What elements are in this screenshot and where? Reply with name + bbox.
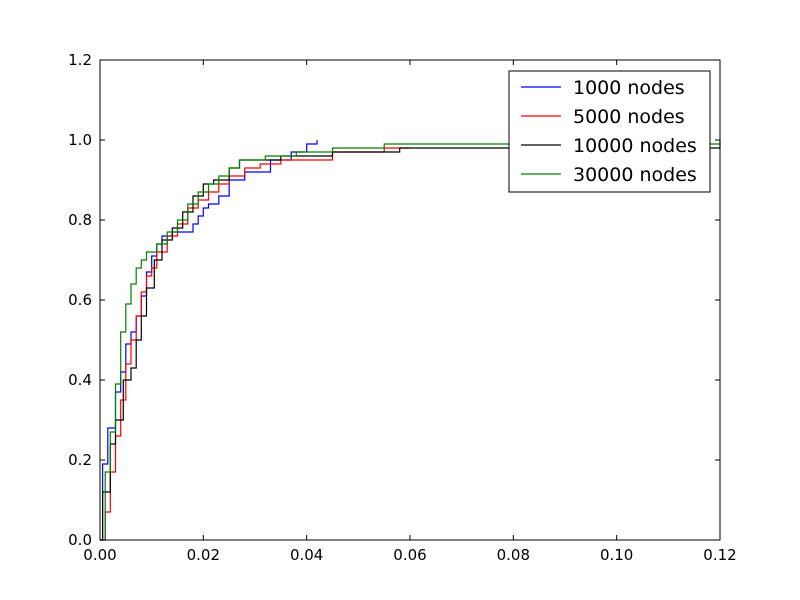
series-line-2 — [100, 140, 721, 541]
legend: 1000 nodes 5000 nodes 10000 nodes 30000 nod… — [508, 70, 711, 193]
x-tick-label: 0.10 — [600, 546, 633, 564]
x-tick-label: 0.00 — [83, 546, 116, 564]
y-tick-label: 1.0 — [68, 131, 92, 149]
y-tick-label: 0.4 — [68, 371, 92, 389]
x-tick-label: 0.06 — [393, 546, 426, 564]
x-tick-label: 0.12 — [703, 546, 736, 564]
y-tick-label: 0.0 — [68, 531, 92, 549]
legend-label-0: 1000 nodes — [573, 77, 685, 99]
tick-layer: 0.00 0.02 0.04 0.06 0.08 0.10 0.12 0.0 0.2 0.4 0.6… — [68, 51, 737, 564]
series-line-3 — [100, 143, 720, 541]
y-tick-label: 0.6 — [68, 291, 92, 309]
x-tick-label: 0.04 — [290, 546, 323, 564]
legend-label-3: 30000 nodes — [573, 164, 697, 186]
series-layer — [100, 140, 721, 541]
y-tick-label: 1.2 — [68, 51, 92, 69]
x-tick-label: 0.08 — [497, 546, 530, 564]
y-tick-label: 0.8 — [68, 211, 92, 229]
x-tick-label: 0.02 — [187, 546, 220, 564]
legend-label-2: 10000 nodes — [573, 135, 697, 157]
y-tick-label: 0.2 — [68, 451, 92, 469]
legend-label-1: 5000 nodes — [573, 106, 685, 128]
legend-box — [508, 70, 711, 193]
